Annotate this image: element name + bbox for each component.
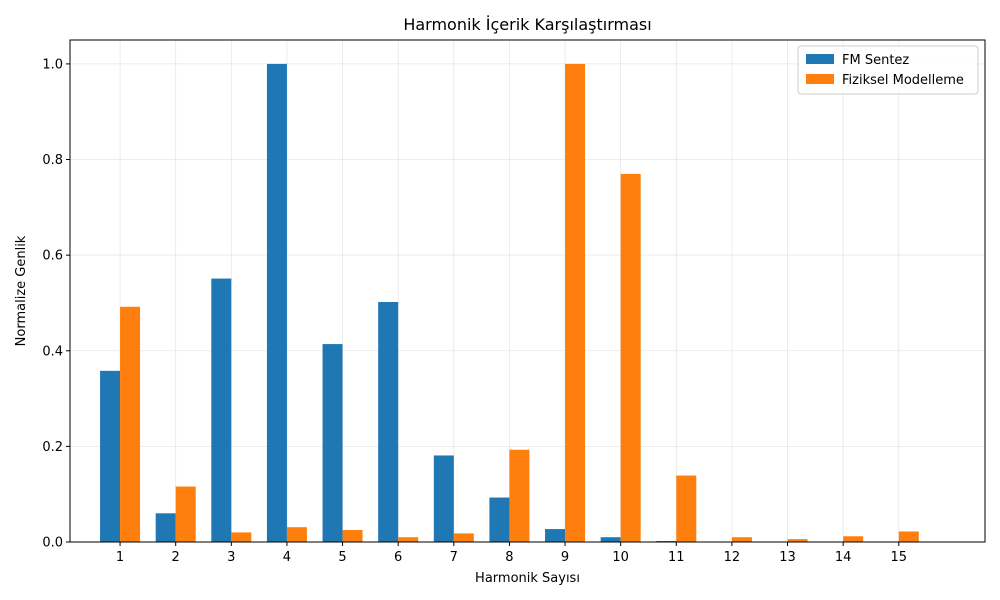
x-tick-label: 8 [505, 550, 513, 565]
y-axis-title: Normalize Genlik [14, 235, 29, 346]
x-tick-label: 6 [394, 550, 402, 565]
x-axis-title: Harmonik Sayısı [475, 571, 580, 586]
x-tick-label: 5 [338, 550, 346, 565]
bar-physical [120, 306, 141, 542]
axis-ticks: 0.00.20.40.60.81.01 2 3 4 5 6 7 8 9 10 11 12 13 14 15 [42, 57, 907, 565]
bar-physical [676, 475, 697, 542]
bar-fm [378, 301, 399, 542]
x-tick-label: 4 [283, 550, 291, 565]
bar-physical [286, 527, 307, 542]
bar-fm [600, 537, 621, 542]
bar-physical [398, 537, 419, 542]
bar-physical [565, 63, 586, 543]
bar-physical [620, 173, 641, 542]
x-tick-label: 13 [779, 550, 796, 565]
x-tick-label: 9 [561, 550, 569, 565]
bar-physical [453, 533, 474, 542]
bar-physical [843, 536, 864, 542]
chart-title: Harmonik İçerik Karşılaştırması [403, 15, 651, 34]
y-tick-label: 0.8 [42, 153, 63, 168]
bar-fm [545, 529, 566, 542]
legend: FM Sentez Fiziksel Modelleme [797, 45, 979, 95]
plot-frame [69, 39, 986, 543]
y-tick-label: 0.2 [42, 440, 63, 455]
bar-physical [787, 539, 808, 542]
x-tick-label: 1 [116, 550, 124, 565]
bar-physical [509, 449, 530, 542]
x-tick-label: 14 [835, 550, 852, 565]
bar-physical [175, 486, 196, 542]
x-tick-label: 11 [668, 550, 685, 565]
bar-fm [100, 370, 121, 542]
bar-physical [342, 530, 363, 542]
y-tick-label: 0.6 [42, 249, 63, 264]
bar-fm [211, 278, 232, 542]
legend-swatch-fm [806, 54, 834, 64]
bar-fm [433, 455, 454, 542]
x-tick-label: 2 [172, 550, 180, 565]
bar-fm [266, 63, 287, 543]
legend-swatch-physical [806, 74, 834, 84]
bar-physical [898, 531, 919, 542]
y-tick-label: 0.0 [42, 536, 63, 551]
x-tick-label: 7 [450, 550, 458, 565]
x-tick-label: 12 [724, 550, 741, 565]
bar-physical [231, 532, 252, 542]
x-tick-label: 10 [612, 550, 629, 565]
bar-physical [731, 537, 752, 542]
legend-box [797, 45, 979, 95]
bar-fm [322, 344, 343, 542]
x-tick-label: 3 [227, 550, 235, 565]
bar-fm [489, 497, 510, 542]
bars [100, 63, 919, 543]
legend-label-fm: FM Sentez [842, 53, 909, 68]
y-tick-label: 0.4 [42, 344, 63, 359]
x-tick-label: 15 [891, 550, 908, 565]
legend-label-physical: Fiziksel Modelleme [842, 73, 964, 88]
bar-fm [155, 513, 176, 542]
y-tick-label: 1.0 [42, 57, 63, 72]
